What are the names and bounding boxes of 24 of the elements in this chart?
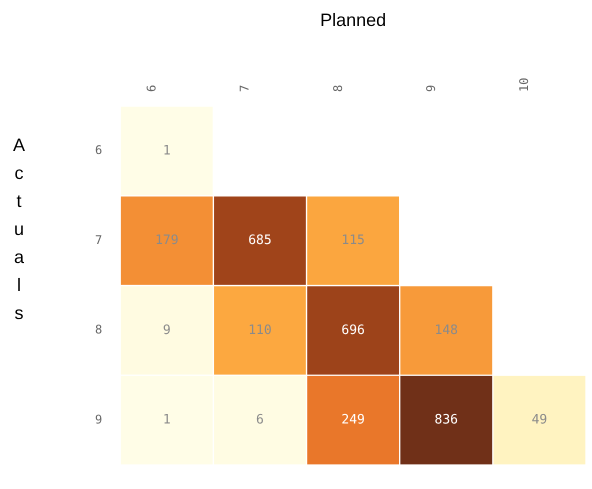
data-label: 1	[162, 412, 171, 428]
data-label: 696	[341, 322, 365, 338]
data-label: 115	[341, 233, 365, 248]
y-axis-title: Actuals	[9, 135, 29, 331]
data-label: 836	[434, 412, 458, 428]
y-tick-label: 7	[94, 232, 102, 247]
y-tick-label: 8	[94, 322, 102, 337]
x-tick-label: 6	[144, 84, 159, 92]
x-tick-label: 10	[517, 78, 532, 92]
data-label: 9	[162, 322, 171, 338]
data-label: 6	[256, 412, 264, 428]
x-tick-label: 7	[238, 84, 252, 92]
data-label: 49	[532, 412, 548, 428]
x-tick-label: 9	[424, 84, 438, 92]
x-tick-label: 8	[330, 84, 345, 92]
data-label: 179	[155, 233, 179, 248]
y-tick-label: 6	[94, 143, 102, 158]
data-label: 249	[341, 412, 365, 428]
x-axis-title: Planned	[320, 10, 386, 30]
data-label: 110	[248, 322, 272, 338]
y-tick-label: 9	[94, 412, 102, 426]
data-label: 1	[162, 143, 171, 158]
data-label: 148	[434, 322, 458, 338]
data-label: 685	[248, 233, 272, 248]
